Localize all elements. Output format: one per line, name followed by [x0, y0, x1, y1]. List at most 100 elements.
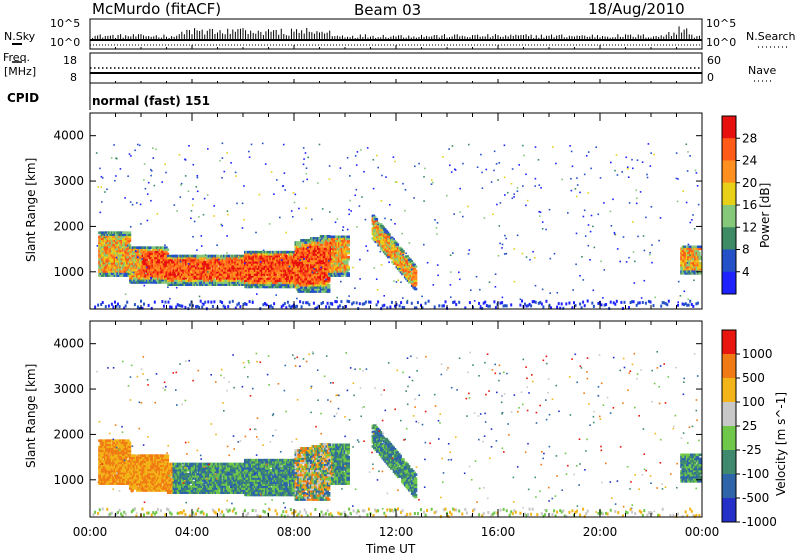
ground-scatter: [284, 302, 286, 305]
data-point: [137, 144, 139, 146]
data-cell: [698, 246, 702, 249]
data-point: [572, 289, 574, 291]
velocity-panel: [93, 351, 703, 518]
ground-scatter: [125, 305, 127, 308]
data-point: [104, 237, 106, 239]
data-point: [150, 200, 152, 202]
data-point: [243, 219, 245, 221]
ground-scatter: [356, 301, 358, 304]
data-point: [179, 154, 181, 156]
data-point: [129, 153, 131, 155]
data-point: [355, 155, 357, 157]
ground-scatter: [181, 305, 183, 308]
data-point: [381, 175, 383, 177]
data-point: [199, 296, 201, 298]
ground-scatter: [105, 305, 107, 308]
data-point: [650, 165, 652, 167]
data-point: [514, 248, 516, 250]
data-point: [676, 178, 678, 180]
ground-scatter: [246, 303, 248, 306]
data-point: [271, 171, 273, 173]
ground-scatter: [591, 302, 593, 305]
data-point: [196, 186, 198, 188]
ground-scatter: [126, 301, 128, 304]
data-point: [101, 186, 103, 188]
data-point: [502, 297, 504, 299]
data-point: [349, 200, 351, 202]
data-point: [522, 185, 524, 187]
data-point: [295, 194, 297, 196]
data-point: [165, 172, 167, 174]
data-point: [413, 265, 415, 267]
ground-scatter: [189, 304, 191, 307]
data-point: [260, 261, 262, 263]
ground-scatter: [666, 303, 668, 306]
data-point: [335, 222, 337, 224]
data-point: [306, 173, 308, 175]
ground-scatter: [489, 305, 491, 308]
data-point: [276, 179, 278, 181]
data-point: [542, 289, 544, 291]
data-point: [104, 191, 106, 193]
data-cell: [346, 236, 350, 239]
data-point: [437, 264, 439, 266]
data-point: [648, 143, 650, 145]
data-point: [505, 238, 507, 240]
ground-scatter: [660, 305, 662, 308]
data-point: [303, 158, 305, 160]
data-point: [525, 205, 527, 207]
data-point: [627, 168, 629, 170]
data-point: [281, 259, 283, 261]
ground-scatter: [383, 304, 385, 307]
data-point: [132, 204, 134, 206]
data-point: [336, 297, 338, 299]
data-point: [495, 286, 497, 288]
data-point: [468, 253, 470, 255]
data-point: [101, 201, 103, 203]
ground-scatter: [376, 303, 378, 306]
data-point: [491, 181, 493, 183]
ground-scatter: [428, 300, 430, 303]
data-point: [450, 254, 452, 256]
data-point: [532, 251, 534, 253]
data-point: [300, 259, 302, 261]
ground-scatter: [340, 300, 342, 303]
data-point: [585, 235, 587, 237]
ground-scatter: [154, 301, 156, 304]
data-point: [623, 236, 625, 238]
ground-scatter: [348, 300, 350, 303]
ground-scatter: [478, 302, 480, 305]
data-point: [148, 182, 150, 184]
data-cell: [698, 256, 702, 259]
data-point: [167, 286, 169, 288]
ground-scatter: [610, 301, 612, 304]
data-point: [393, 238, 395, 240]
data-point: [567, 212, 569, 214]
data-point: [692, 214, 694, 216]
data-point: [489, 281, 491, 283]
data-point: [641, 297, 643, 299]
data-point: [504, 194, 506, 196]
ground-scatter: [616, 300, 618, 303]
data-point: [555, 163, 557, 165]
data-point: [255, 232, 257, 234]
data-point: [343, 226, 345, 228]
data-point: [517, 190, 519, 192]
data-point: [513, 193, 515, 195]
ground-scatter: [391, 301, 393, 304]
data-point: [552, 146, 554, 148]
ground-scatter: [336, 300, 338, 303]
ground-scatter: [377, 300, 379, 303]
ground-scatter: [501, 301, 503, 304]
ground-scatter: [614, 303, 616, 306]
data-point: [143, 179, 145, 181]
data-point: [150, 278, 152, 280]
ground-scatter: [365, 301, 367, 304]
data-point: [357, 151, 359, 153]
data-point: [288, 285, 290, 287]
data-point: [242, 227, 244, 229]
data-point: [350, 210, 352, 212]
data-point: [348, 209, 350, 211]
data-point: [602, 297, 604, 299]
data-point: [495, 273, 497, 275]
